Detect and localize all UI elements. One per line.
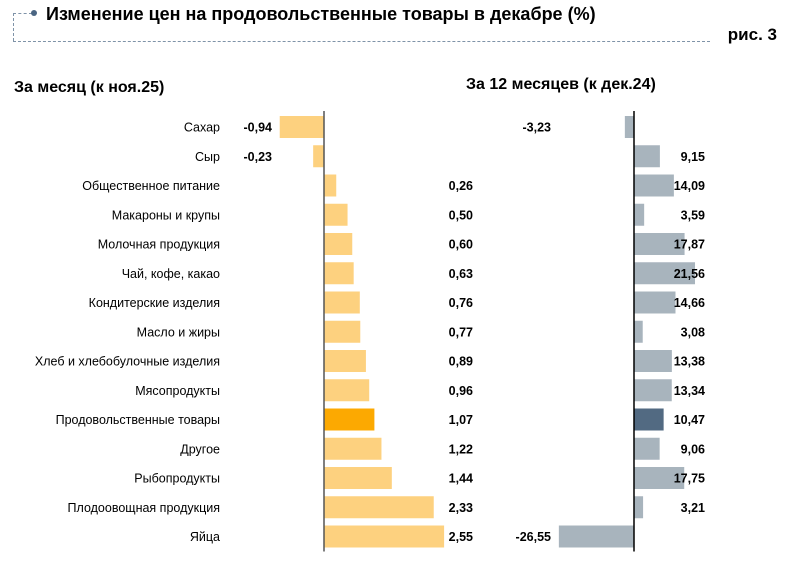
year-value-label: 13,38 bbox=[674, 355, 705, 369]
year-bar bbox=[558, 525, 634, 548]
year-value-label: 14,66 bbox=[674, 296, 705, 310]
year-value-label: 9,06 bbox=[681, 442, 705, 456]
year-value-label: 10,47 bbox=[674, 413, 705, 427]
month-bar bbox=[324, 291, 360, 314]
category-label: Общественное питание bbox=[82, 179, 220, 193]
month-bar bbox=[324, 174, 337, 197]
year-value-label: 3,59 bbox=[681, 208, 705, 222]
year-value-label: 9,15 bbox=[681, 150, 705, 164]
category-label: Чай, кофе, какао bbox=[122, 267, 220, 281]
title-frame-bottom bbox=[13, 41, 710, 42]
year-bar bbox=[634, 320, 643, 343]
month-bar bbox=[324, 496, 434, 519]
month-bar bbox=[313, 145, 324, 168]
month-bar bbox=[324, 233, 353, 255]
category-label: Продовольственные товары bbox=[56, 413, 220, 427]
month-value-label: -0,23 bbox=[244, 150, 273, 164]
month-value-label: -0,94 bbox=[244, 121, 273, 135]
month-bar bbox=[324, 203, 348, 226]
category-label: Масло и жиры bbox=[137, 325, 220, 339]
category-label: Макароны и крупы bbox=[112, 208, 220, 222]
chart-title: Изменение цен на продовольственные товар… bbox=[46, 4, 596, 24]
month-value-label: 2,33 bbox=[449, 501, 473, 515]
right-panel-title: За 12 месяцев (к дек.24) bbox=[466, 76, 656, 93]
month-value-label: 2,55 bbox=[449, 530, 473, 544]
year-value-label: 3,21 bbox=[681, 501, 705, 515]
category-label: Другое bbox=[180, 442, 220, 456]
month-bar bbox=[324, 379, 370, 402]
year-value-label: 13,34 bbox=[674, 384, 705, 398]
month-value-label: 0,50 bbox=[449, 208, 473, 222]
category-label: Рыбопродукты bbox=[134, 472, 220, 486]
year-bar bbox=[634, 174, 674, 197]
year-value-label: 21,56 bbox=[674, 267, 705, 281]
month-value-label: 0,63 bbox=[449, 267, 473, 281]
left-panel-title: За месяц (к ноя.25) bbox=[14, 79, 165, 96]
year-bar bbox=[634, 203, 645, 226]
month-bar bbox=[324, 320, 361, 343]
month-bar bbox=[324, 350, 366, 372]
month-value-label: 1,07 bbox=[449, 413, 473, 427]
year-bar bbox=[634, 350, 672, 372]
month-bar bbox=[324, 467, 392, 489]
year-bar bbox=[634, 496, 644, 519]
year-value-label: 14,09 bbox=[674, 179, 705, 193]
month-value-label: 0,96 bbox=[449, 384, 473, 398]
year-bar bbox=[634, 408, 664, 431]
category-label: Хлеб и хлебобулочные изделия bbox=[35, 355, 220, 369]
year-value-label: -26,55 bbox=[516, 530, 551, 544]
year-value-label: 17,87 bbox=[674, 238, 705, 252]
month-value-label: 0,76 bbox=[449, 296, 473, 310]
month-value-label: 0,77 bbox=[449, 325, 473, 339]
category-label: Яйца bbox=[190, 530, 220, 544]
category-label: Плодоовощная продукция bbox=[68, 501, 220, 515]
year-bar bbox=[634, 145, 660, 168]
year-bar bbox=[634, 467, 685, 489]
year-value-label: 17,75 bbox=[674, 472, 705, 486]
year-bar bbox=[634, 379, 672, 402]
title-frame-top bbox=[13, 13, 32, 14]
month-value-label: 0,26 bbox=[449, 179, 473, 193]
title-frame-left bbox=[13, 13, 14, 41]
category-label: Молочная продукция bbox=[98, 238, 220, 252]
title-frame-dot bbox=[31, 10, 37, 16]
category-label: Сахар bbox=[184, 121, 220, 135]
year-bar bbox=[624, 116, 634, 138]
month-bar bbox=[279, 116, 324, 138]
month-value-label: 0,89 bbox=[449, 355, 473, 369]
month-value-label: 0,60 bbox=[449, 238, 473, 252]
month-bar bbox=[324, 408, 375, 431]
month-bar bbox=[324, 262, 354, 285]
year-bar bbox=[634, 437, 660, 460]
figure-label: рис. 3 bbox=[727, 25, 777, 44]
year-bar bbox=[634, 233, 685, 255]
year-bar bbox=[634, 262, 696, 285]
month-value-label: 1,22 bbox=[449, 442, 473, 456]
category-label: Мясопродукты bbox=[135, 384, 220, 398]
month-bar bbox=[324, 437, 382, 460]
category-label: Сыр bbox=[195, 150, 220, 164]
year-value-label: -3,23 bbox=[523, 121, 552, 135]
year-bar bbox=[634, 291, 676, 314]
month-bar bbox=[324, 525, 445, 548]
year-value-label: 3,08 bbox=[681, 325, 705, 339]
month-value-label: 1,44 bbox=[449, 472, 473, 486]
category-label: Кондитерские изделия bbox=[89, 296, 220, 310]
